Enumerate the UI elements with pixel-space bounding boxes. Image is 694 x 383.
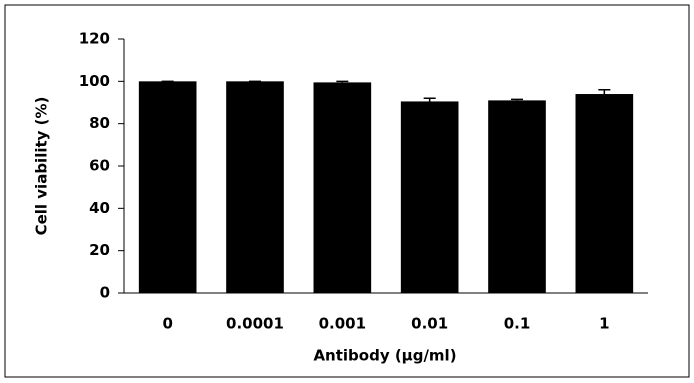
bar [138,81,197,293]
y-tick-label: 40 [89,199,110,217]
x-axis-label: Antibody (µg/ml) [313,347,456,365]
y-tick-label: 80 [89,114,110,132]
y-axis-label: Cell viability (%) [33,97,51,236]
bar [575,94,634,294]
x-tick-label: 0.01 [411,315,448,333]
bar [488,100,546,293]
x-tick-label: 0.1 [504,315,531,333]
y-tick-label: 0 [100,284,110,302]
bar [313,82,372,294]
bar [400,101,459,293]
x-tick-label: 1 [599,315,609,333]
error-bar [423,97,436,102]
error-bar [598,89,611,95]
frame [4,4,690,378]
x-tick-label: 0.001 [319,315,366,333]
y-tick-label: 20 [89,241,110,259]
bar [226,81,284,293]
error-bar [336,80,349,83]
x-tick-label: 0.0001 [226,315,284,333]
y-tick-label: 120 [79,30,110,48]
y-tick-label: 100 [79,72,110,90]
error-bar [511,98,523,101]
y-tick-label: 60 [89,157,110,175]
x-tick-label: 0 [162,315,172,333]
